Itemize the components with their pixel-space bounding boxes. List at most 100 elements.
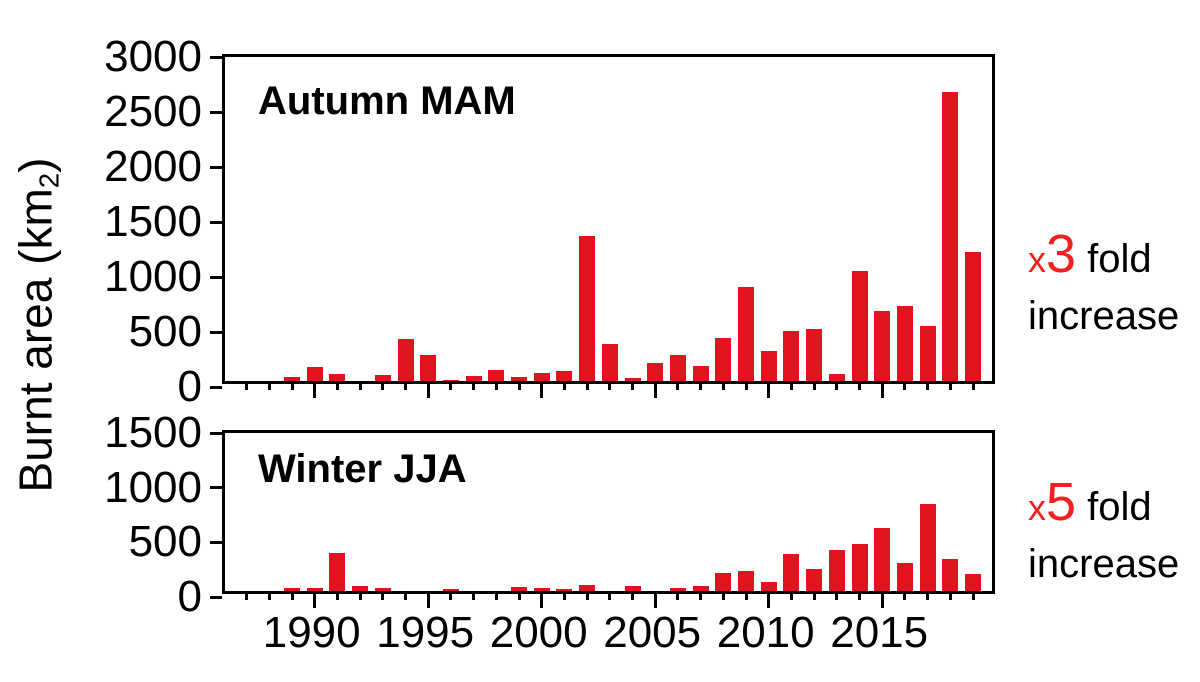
x-axis-label-2000: 2000 — [489, 608, 588, 657]
y-tick-label: 1000 — [104, 462, 202, 512]
winter-jja-chart-panel: Winter JJA 0 500 1000 1500 — [104, 408, 995, 621]
y-tick-label: 2000 — [104, 142, 202, 191]
bar-2016 — [896, 306, 913, 381]
y-tick-label: 1500 — [104, 408, 202, 457]
y-tick — [210, 431, 222, 435]
bar-1989 — [284, 588, 300, 591]
x-minor-tick — [358, 591, 362, 600]
x-minor-tick — [789, 381, 793, 390]
x-minor-tick — [585, 381, 589, 390]
bar-2009 — [738, 571, 754, 591]
bar-2014 — [851, 543, 868, 591]
bar-2011 — [783, 554, 800, 591]
x-major-tick — [880, 381, 884, 398]
bar-2005 — [647, 363, 664, 381]
bar-1991 — [329, 552, 346, 591]
y-tick — [210, 165, 222, 169]
annotation-x5-line2: increase — [1028, 542, 1180, 586]
bar-2004 — [624, 585, 641, 591]
x-minor-tick — [699, 381, 703, 390]
bar-2016 — [896, 562, 913, 591]
x-minor-tick — [789, 591, 793, 600]
annotation-x3-prefix: x — [1028, 239, 1046, 280]
x-minor-tick — [517, 381, 521, 390]
x-axis-label-2010: 2010 — [716, 608, 815, 657]
y-tick — [210, 330, 222, 334]
x-major-tick — [767, 381, 771, 398]
x-minor-tick — [744, 591, 748, 600]
x-minor-tick — [903, 591, 907, 600]
bar-2015 — [874, 527, 891, 591]
bar-1990 — [306, 366, 323, 381]
x-minor-tick — [562, 381, 566, 390]
x-minor-tick — [267, 381, 271, 390]
y-axis-label: Burnt area (km2) — [9, 158, 66, 493]
x-minor-tick — [676, 381, 680, 390]
x-minor-tick — [721, 381, 725, 390]
bar-1990 — [306, 587, 323, 591]
x-minor-tick — [472, 591, 476, 600]
bar-2013 — [828, 373, 845, 381]
y-tick — [210, 486, 222, 490]
x-minor-tick — [858, 381, 861, 390]
bar-1991 — [329, 373, 346, 381]
x-minor-tick — [585, 591, 589, 600]
annotation-x5-prefix: x — [1028, 487, 1046, 528]
x-minor-tick — [835, 591, 839, 600]
x-minor-tick — [631, 591, 634, 600]
x-minor-tick — [290, 381, 294, 390]
bar-1992 — [352, 586, 369, 591]
x-minor-tick — [676, 591, 680, 600]
bar-2017 — [919, 503, 936, 591]
y-tick — [210, 595, 222, 599]
x-minor-tick — [812, 591, 816, 600]
bar-2018 — [942, 558, 959, 591]
x-minor-tick — [948, 591, 952, 600]
x-minor-tick — [858, 591, 861, 600]
bar-2002 — [579, 584, 596, 591]
autumn-mam-chart-panel: Autumn MAM 0 500 1000 1500 2000 2500 3000 — [104, 32, 995, 411]
panel-title: Winter JJA — [258, 447, 467, 491]
bar-2019 — [965, 574, 981, 591]
bar-2001 — [556, 371, 573, 381]
bar-1994 — [397, 338, 414, 381]
bar-2017 — [919, 326, 936, 381]
bar-1993 — [374, 375, 391, 381]
bar-2009 — [738, 286, 754, 381]
y-tick — [210, 110, 222, 114]
annotation-x3-number: 3 — [1046, 224, 1077, 284]
x-minor-tick — [926, 381, 930, 390]
bar-2001 — [556, 588, 573, 591]
annotation-x5-number: 5 — [1046, 472, 1077, 532]
x-minor-tick — [404, 591, 407, 600]
x-minor-tick — [449, 381, 453, 390]
bar-1989 — [284, 377, 300, 381]
y-tick-label: 2500 — [104, 87, 202, 136]
bar-2006 — [669, 354, 686, 381]
x-minor-tick — [449, 591, 453, 600]
bar-2002 — [579, 236, 596, 381]
bar-1995 — [420, 355, 437, 381]
x-minor-tick — [835, 381, 839, 390]
x-minor-tick — [948, 381, 952, 390]
annotation-x3-fold-increase: x3 fold increase — [1028, 226, 1179, 345]
x-minor-tick — [245, 591, 249, 600]
panel-title: Autumn MAM — [258, 79, 516, 123]
x-minor-tick — [699, 591, 703, 600]
x-minor-tick — [472, 381, 476, 390]
x-minor-tick — [608, 591, 612, 600]
annotation-x5-line1: x5 fold — [1028, 474, 1179, 536]
x-minor-tick — [812, 381, 816, 390]
x-minor-tick — [404, 381, 407, 390]
bar-2015 — [874, 311, 891, 381]
bar-2000 — [533, 587, 550, 591]
x-minor-tick — [631, 381, 634, 390]
bar-2019 — [965, 252, 981, 381]
x-minor-tick — [381, 381, 385, 390]
annotation-x5-fold-increase: x5 fold increase — [1028, 474, 1179, 593]
x-major-tick — [313, 381, 317, 398]
x-minor-tick — [562, 591, 566, 600]
x-minor-tick — [290, 591, 294, 600]
bar-2018 — [942, 91, 959, 381]
